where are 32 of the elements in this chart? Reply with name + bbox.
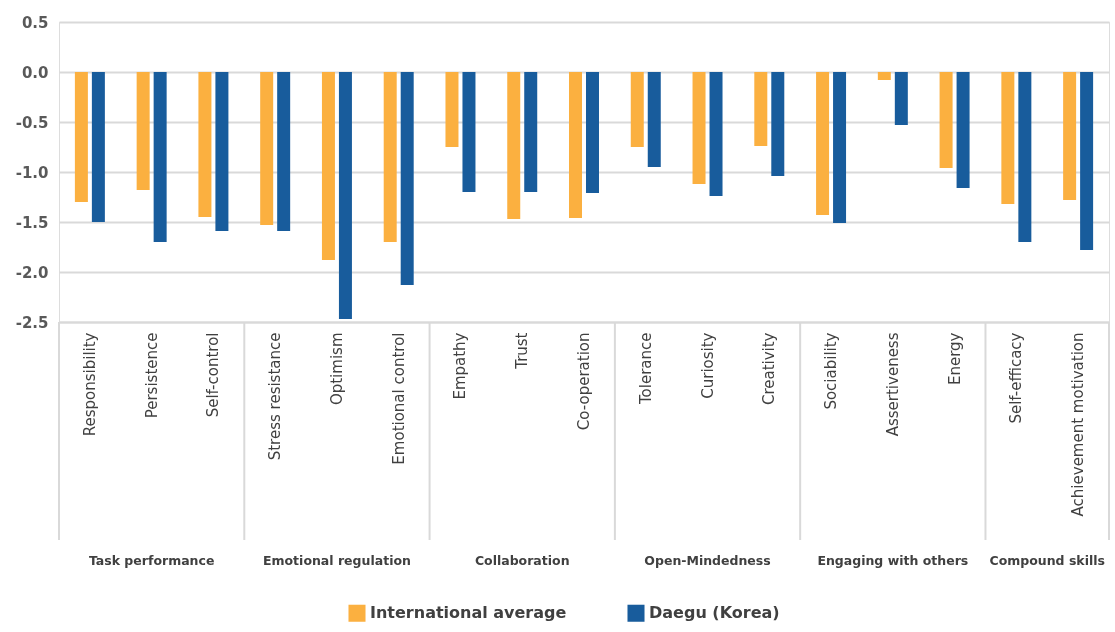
x-tick-label: Empathy [451, 332, 470, 400]
text: Open-Mindedness [644, 553, 771, 568]
x-tick-label: Tolerance [636, 332, 655, 406]
x-tick-label: Self-control [204, 332, 223, 418]
y-tick-label: -1.5 [15, 213, 49, 232]
x-tick-label: Responsibility [80, 332, 99, 437]
x-tick-label: Achievement motivation [1069, 332, 1088, 517]
y-tick-label: -1.0 [15, 163, 49, 182]
text: Emotional regulation [262, 553, 411, 568]
text: Compound skills [989, 553, 1105, 568]
legend-label: Daegu (Korea) [649, 603, 780, 623]
y-tick-label: -2.0 [15, 263, 49, 282]
x-tick-label: Co-operation [575, 332, 593, 431]
y-tick-label: 0.0 [21, 63, 49, 82]
x-tick-label: Curiosity [698, 332, 717, 399]
x-tick-label: Optimism [327, 332, 346, 406]
x-tick-label: Creativity [760, 332, 779, 406]
text: Task performance [88, 553, 215, 568]
x-tick-label: Self-efficacy [1007, 332, 1026, 424]
x-tick-label: Trust [513, 332, 532, 370]
x-tick-label: Energy [945, 332, 964, 386]
x-tick-label: Stress resistance [266, 332, 285, 461]
legend-label: International average [370, 603, 567, 623]
x-tick-label: Emotional control [389, 332, 408, 465]
y-tick-label: 0.5 [21, 13, 49, 32]
text: Engaging with others [817, 553, 969, 568]
x-tick-label: Persistence [142, 332, 161, 419]
text: Collaboration [474, 553, 570, 568]
y-tick-label: -2.5 [15, 313, 49, 332]
y-tick-label: -0.5 [15, 113, 49, 132]
x-tick-label: Sociability [822, 332, 841, 410]
x-tick-label: Assertiveness [883, 332, 902, 437]
